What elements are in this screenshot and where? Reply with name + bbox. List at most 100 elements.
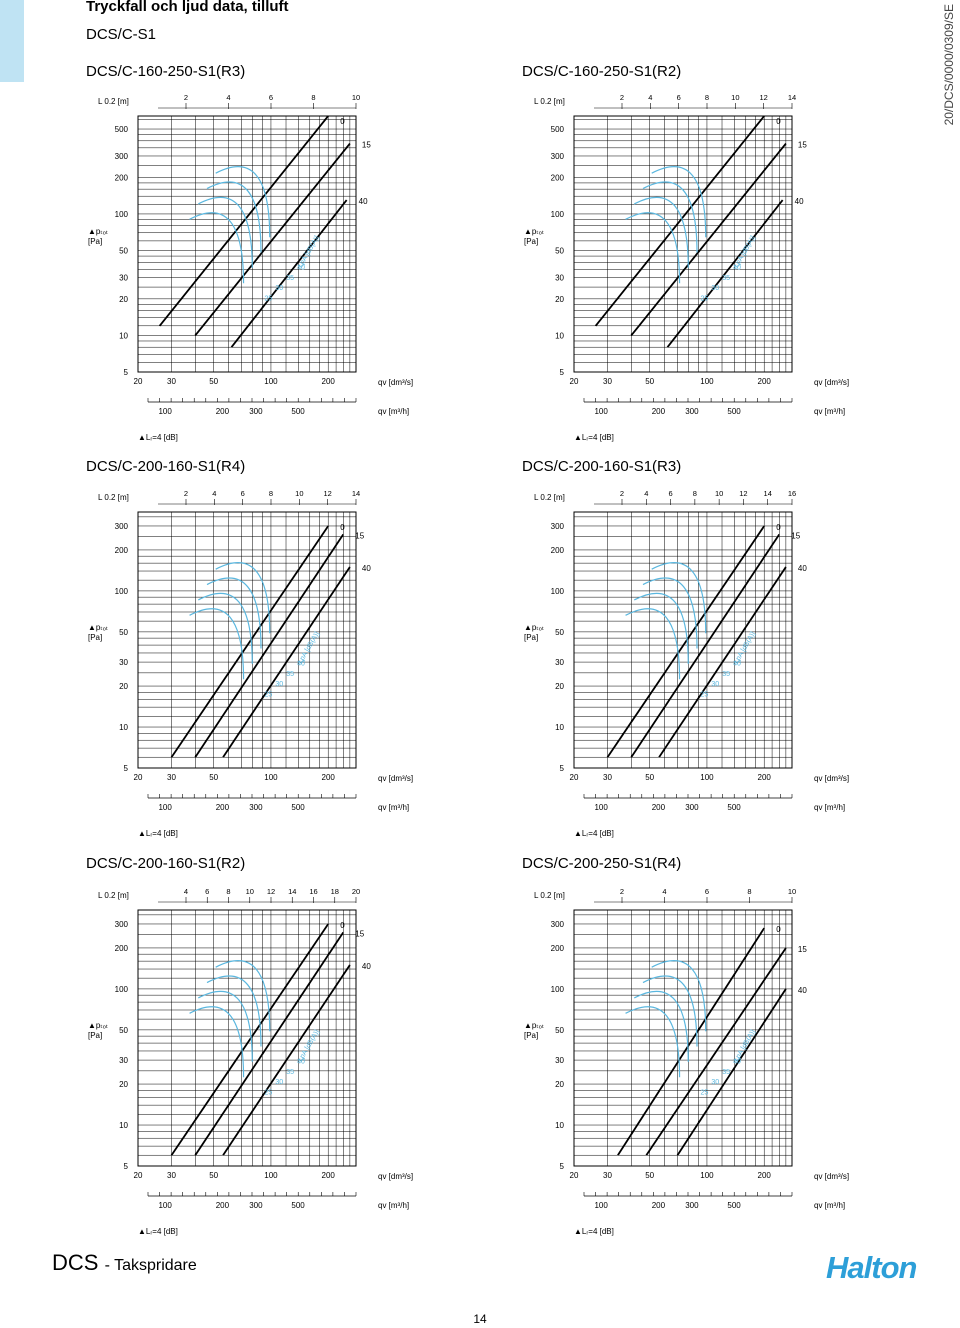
top-tick-label: 4 [212, 489, 216, 498]
y-axis-label: ▲pₜₒₜ [88, 623, 108, 632]
series-line-15 [194, 931, 345, 1156]
y-tick-label: 5 [560, 1162, 565, 1171]
top-axis-label: L 0.2 [m] [98, 493, 129, 502]
y-tick-label: 50 [555, 1026, 564, 1035]
y-tick-label: 300 [115, 920, 129, 929]
series-line-0 [606, 525, 765, 758]
series-line-15 [645, 947, 787, 1156]
series-label: 40 [362, 564, 371, 573]
sound-label: 35 [286, 671, 294, 678]
x2-axis-label: qv [m³/h] [814, 1201, 845, 1210]
x2-tick-label: 500 [727, 803, 741, 812]
sound-label: 25 [700, 1089, 708, 1096]
series-line-0 [158, 115, 329, 327]
chart-title: DCS/C-200-160-S1(R3) [522, 458, 682, 475]
top-tick-label: 6 [705, 887, 709, 896]
chart-footer-note: ▲Lᵣ=4 [dB] [574, 1227, 614, 1236]
y-axis-unit: [Pa] [88, 1031, 102, 1040]
top-tick-label: 6 [241, 489, 245, 498]
top-tick-label: 10 [352, 93, 360, 102]
sound-label: 40 [733, 661, 741, 668]
sound-label: 25 [264, 295, 272, 302]
x-axis-label: qv [dm³/s] [814, 378, 849, 387]
sound-curve [215, 960, 271, 1032]
footer-product: DCS [52, 1250, 99, 1275]
y-tick-label: 100 [551, 985, 565, 994]
x-tick-label: 200 [758, 1171, 772, 1180]
side-tab [0, 0, 24, 82]
y-axis-unit: [Pa] [524, 1031, 538, 1040]
series-label: 40 [795, 197, 804, 206]
y-axis-label: ▲pₜₒₜ [524, 623, 544, 632]
top-tick-label: 12 [323, 489, 331, 498]
sound-curve [625, 1006, 681, 1078]
sound-curve [625, 212, 681, 284]
x-tick-label: 50 [645, 773, 654, 782]
y-tick-label: 500 [551, 125, 565, 134]
series-line-40 [666, 199, 784, 348]
document-id: 20/DCS/0000/0309/SE [942, 4, 956, 126]
x2-tick-label: 200 [652, 407, 666, 416]
sound-curve [189, 212, 245, 284]
sound-curve [634, 196, 689, 268]
x-tick-label: 200 [322, 1171, 336, 1180]
y-tick-label: 50 [555, 247, 564, 256]
y-tick-label: 300 [551, 920, 565, 929]
y-tick-label: 100 [115, 210, 129, 219]
top-tick-label: 8 [311, 93, 315, 102]
x2-tick-label: 500 [727, 1201, 741, 1210]
y-axis-unit: [Pa] [88, 237, 102, 246]
y-tick-label: 5 [124, 1162, 129, 1171]
top-tick-label: 10 [715, 489, 723, 498]
top-tick-label: 6 [677, 93, 681, 102]
sound-curve [198, 592, 253, 664]
top-tick-label: 10 [246, 887, 254, 896]
top-tick-label: 14 [352, 489, 360, 498]
x-tick-label: 20 [570, 773, 579, 782]
x2-tick-label: 100 [594, 407, 608, 416]
x-axis-label: qv [dm³/s] [814, 1172, 849, 1181]
x2-tick-label: 300 [685, 1201, 699, 1210]
y-tick-label: 30 [555, 658, 564, 667]
sound-label: 40 [297, 1059, 305, 1066]
y-tick-label: 200 [551, 546, 565, 555]
x2-axis-label: qv [m³/h] [814, 407, 845, 416]
y-tick-label: 50 [119, 1026, 128, 1035]
top-tick-label: 20 [352, 887, 360, 896]
top-tick-label: 8 [693, 489, 697, 498]
y-tick-label: 300 [115, 152, 129, 161]
plot-frame [573, 115, 793, 373]
y-tick-label: 20 [555, 682, 564, 691]
x2-axis-label: qv [m³/h] [814, 803, 845, 812]
y-tick-label: 10 [119, 331, 128, 340]
sound-label: 25 [264, 691, 272, 698]
top-tick-label: 14 [288, 887, 296, 896]
sound-label: 35 [722, 275, 730, 282]
series-line-15 [194, 533, 345, 758]
x-axis-label: qv [dm³/s] [378, 774, 413, 783]
y-tick-label: 10 [119, 1121, 128, 1130]
x-axis-label: qv [dm³/s] [814, 774, 849, 783]
top-tick-label: 18 [331, 887, 339, 896]
x-tick-label: 50 [209, 1171, 218, 1180]
top-tick-label: 12 [739, 489, 747, 498]
x-tick-label: 30 [603, 773, 612, 782]
top-axis-label: L 0.2 [m] [534, 891, 565, 900]
top-tick-label: 8 [747, 887, 751, 896]
y-axis-unit: [Pa] [88, 633, 102, 642]
series-line-0 [170, 525, 329, 758]
series-label: 15 [798, 141, 807, 150]
top-tick-label: 8 [705, 93, 709, 102]
y-tick-label: 100 [115, 587, 129, 596]
x2-tick-label: 100 [594, 803, 608, 812]
x2-tick-label: 300 [249, 1201, 263, 1210]
y-tick-label: 10 [555, 723, 564, 732]
sound-curve [189, 608, 245, 680]
series-line-40 [222, 964, 351, 1156]
x2-axis-label: qv [m³/h] [378, 803, 409, 812]
x2-tick-label: 500 [291, 1201, 305, 1210]
y-axis-label: ▲pₜₒₜ [524, 1021, 544, 1030]
sound-label: 30 [275, 681, 283, 688]
series-label: 0 [340, 117, 345, 126]
